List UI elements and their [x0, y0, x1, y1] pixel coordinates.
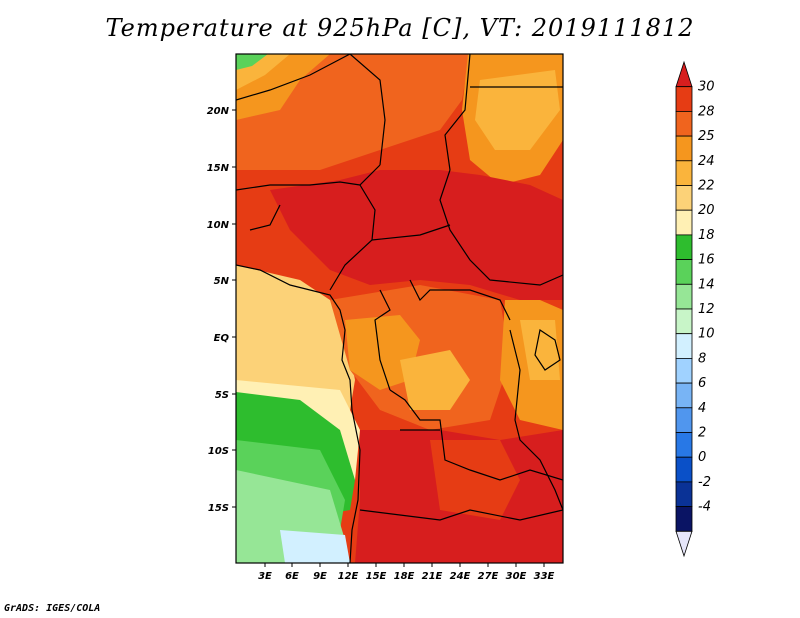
lat-label: 10N: [207, 220, 230, 231]
colorbar-label: 2: [698, 426, 706, 441]
footer-credit: GrADS: IGES/COLA: [4, 603, 101, 614]
lon-label: 3E: [258, 571, 272, 582]
colorbar-label: 18: [698, 228, 715, 243]
colorbar-segment: [675, 333, 693, 359]
colorbar-segment: [675, 209, 693, 236]
colorbar-label: 28: [698, 104, 715, 119]
colorbar-label: 6: [698, 376, 706, 391]
colorbar-segment: [675, 481, 693, 507]
lon-label: 12E: [338, 571, 359, 582]
colorbar-label: 20: [698, 203, 715, 218]
lon-axis: 3E 6E 9E 12E 15E 18E 21E 24E 27E 30E 33E: [258, 563, 555, 582]
colorbar-segment: [675, 86, 693, 112]
colorbar-label: 22: [698, 179, 715, 194]
colorbar-label: 24: [698, 154, 715, 169]
colorbar-segment: [675, 357, 693, 384]
lon-label: 24E: [450, 571, 471, 582]
lat-axis: 20N 15N 10N 5N EQ 5S 10S 15S: [207, 106, 236, 514]
colorbar-segment: [675, 432, 693, 458]
lat-label: 5N: [214, 276, 230, 287]
colorbar-label: 4: [698, 401, 706, 416]
lon-label: 6E: [285, 571, 299, 582]
map-frame: [235, 53, 564, 564]
map-title: Temperature at 925hPa [C], VT: 201911181…: [105, 14, 695, 42]
lat-label: 10S: [208, 446, 229, 457]
colorbar-label: 10: [698, 327, 715, 342]
lon-label: 9E: [313, 571, 327, 582]
colorbar-segment: [675, 160, 693, 186]
colorbar-label: 16: [698, 253, 715, 268]
lon-label: 21E: [422, 571, 443, 582]
colorbar-segment: [675, 283, 693, 310]
lon-label: 18E: [394, 571, 415, 582]
colorbar-segment: [675, 456, 693, 483]
colorbar-segment: [675, 135, 693, 162]
colorbar-segment: [675, 407, 693, 433]
colorbar-segment: [675, 60, 693, 88]
colorbar-segment: [675, 530, 693, 558]
colorbar-label: -2: [698, 475, 711, 490]
temperature-field: [236, 54, 563, 563]
colorbar-segment: [675, 259, 693, 285]
colorbar-label: 8: [698, 351, 706, 366]
lat-label: 15S: [208, 503, 229, 514]
colorbar-label: 25: [698, 129, 715, 144]
lon-label: 27E: [478, 571, 499, 582]
colorbar-label: 14: [698, 277, 715, 292]
colorbar-segment: [675, 506, 693, 532]
lat-label: 5S: [215, 390, 229, 401]
colorbar-label: 30: [698, 80, 715, 95]
colorbar-segment: [675, 185, 693, 211]
lat-label: EQ: [214, 333, 230, 344]
colorbar-label: 12: [698, 302, 715, 317]
colorbar-label: -4: [698, 500, 711, 515]
lat-label: 15N: [207, 163, 230, 174]
colorbar-segment: [675, 382, 693, 409]
colorbar-segment: [675, 308, 693, 335]
lat-label: 20N: [207, 106, 230, 117]
lon-label: 30E: [506, 571, 527, 582]
lon-label: 33E: [534, 571, 555, 582]
country-borders: [236, 54, 563, 563]
colorbar-segment: [675, 234, 693, 260]
lon-label: 15E: [366, 571, 387, 582]
colorbar-label: 0: [698, 450, 706, 465]
colorbar-segment: [675, 111, 693, 137]
